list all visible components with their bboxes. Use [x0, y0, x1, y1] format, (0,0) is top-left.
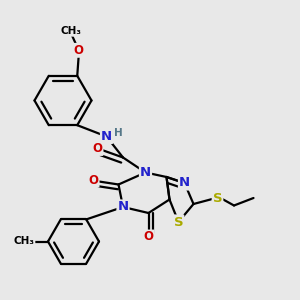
Text: O: O — [74, 44, 84, 57]
Text: S: S — [174, 215, 183, 229]
Text: N: N — [117, 200, 129, 214]
Text: CH₃: CH₃ — [14, 236, 34, 247]
Text: O: O — [92, 142, 103, 155]
Text: N: N — [101, 130, 112, 143]
Text: O: O — [143, 230, 154, 244]
Text: CH₃: CH₃ — [61, 26, 82, 36]
Text: O: O — [88, 173, 99, 187]
Text: N: N — [140, 166, 151, 179]
Text: N: N — [179, 176, 190, 190]
Text: H: H — [113, 128, 122, 139]
Text: S: S — [213, 191, 222, 205]
